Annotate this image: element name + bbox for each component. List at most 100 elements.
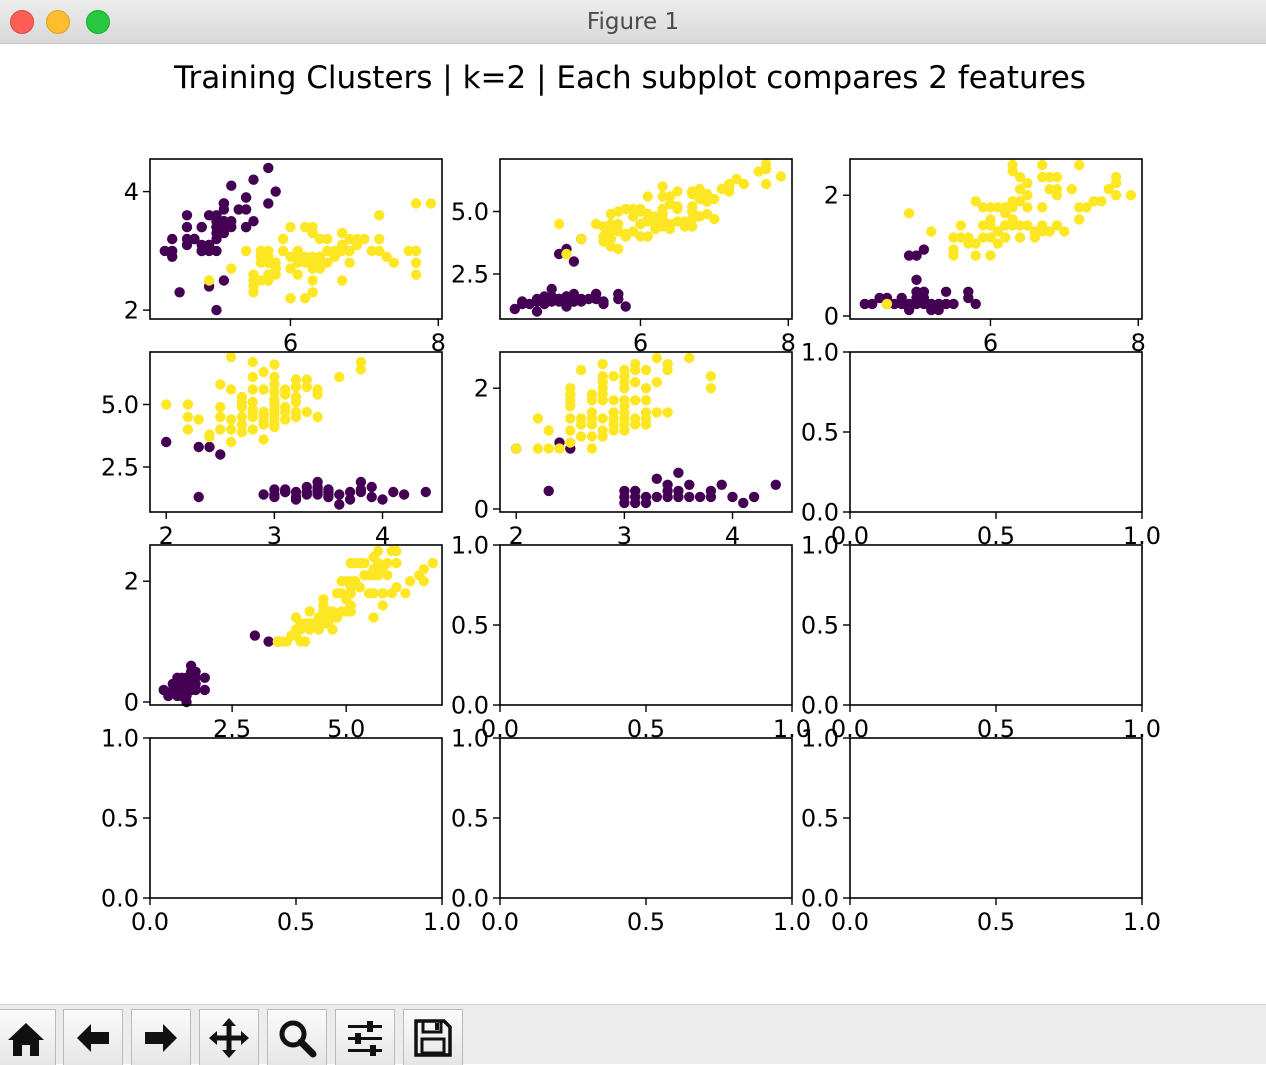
scatter-point-cluster-0 — [388, 486, 399, 498]
scatter-point-cluster-1 — [225, 414, 237, 425]
scatter-point-cluster-0 — [211, 227, 222, 239]
scatter-point-cluster-1 — [301, 406, 312, 418]
y-tick-label: 0.5 — [101, 805, 139, 833]
back-button[interactable] — [63, 1009, 123, 1065]
home-button[interactable] — [0, 1009, 56, 1065]
scatter-point-cluster-1 — [236, 411, 248, 423]
scatter-point-cluster-0 — [918, 244, 930, 255]
scatter-point-cluster-1 — [248, 269, 259, 280]
scatter-point-cluster-1 — [382, 557, 393, 569]
y-tick-label: 0.5 — [801, 612, 839, 640]
y-tick-label: 2.5 — [101, 454, 139, 482]
floppy-disk-icon — [414, 1018, 452, 1057]
scatter-point-cluster-1 — [368, 612, 379, 623]
scatter-point-cluster-1 — [236, 419, 248, 430]
window-zoom-button[interactable] — [86, 10, 110, 34]
scatter-point-cluster-1 — [687, 221, 698, 232]
scatter-point-cluster-1 — [225, 384, 237, 395]
zoom-button[interactable] — [267, 1009, 327, 1065]
scatter-point-cluster-1 — [355, 356, 367, 368]
scatter-point-cluster-1 — [1037, 171, 1048, 183]
scatter-point-cluster-1 — [709, 193, 720, 205]
scatter-point-cluster-1 — [269, 371, 280, 383]
scatter-point-cluster-1 — [1014, 196, 1026, 207]
scatter-point-cluster-0 — [203, 239, 215, 251]
axes-frame — [149, 158, 443, 320]
y-tick-label: 5.0 — [101, 391, 139, 419]
forward-button[interactable] — [131, 1009, 191, 1065]
scatter-point-cluster-1 — [337, 239, 348, 251]
scatter-point-cluster-1 — [285, 251, 296, 262]
scatter-point-cluster-1 — [258, 384, 269, 395]
scatter-point-cluster-0 — [926, 298, 937, 310]
scatter-point-cluster-1 — [312, 411, 323, 423]
scatter-point-cluster-1 — [627, 211, 639, 222]
scatter-point-cluster-1 — [382, 570, 393, 581]
scatter-point-cluster-0 — [568, 256, 580, 267]
scatter-point-cluster-0 — [263, 198, 274, 209]
scatter-point-cluster-1 — [247, 371, 258, 383]
scatter-point-cluster-1 — [410, 198, 422, 209]
scatter-point-cluster-1 — [355, 364, 367, 375]
scatter-point-cluster-1 — [247, 404, 258, 415]
scatter-point-cluster-1 — [613, 226, 624, 237]
scatter-point-cluster-1 — [290, 374, 302, 385]
scatter-point-cluster-1 — [236, 426, 248, 438]
figure-svg: Training Clusters | k=2 | Each subplot c… — [101, 60, 1161, 937]
window-minimize-button[interactable] — [46, 10, 70, 34]
y-tick-label: 0.0 — [801, 499, 839, 527]
scatter-point-cluster-1 — [985, 232, 996, 243]
y-tick-label: 4 — [124, 178, 139, 206]
scatter-point-cluster-0 — [240, 204, 252, 215]
scatter-point-cluster-1 — [269, 379, 280, 390]
scatter-point-cluster-1 — [301, 374, 312, 385]
scatter-point-cluster-0 — [181, 233, 193, 245]
scatter-point-cluster-1 — [1074, 214, 1085, 225]
scatter-point-cluster-1 — [304, 606, 315, 617]
axes-frame — [499, 158, 793, 320]
scatter-point-cluster-1 — [640, 383, 652, 394]
save-button[interactable] — [403, 1009, 463, 1065]
scatter-point-cluster-0 — [727, 491, 738, 503]
scatter-point-cluster-1 — [565, 425, 576, 436]
scatter-point-cluster-1 — [285, 293, 296, 304]
scatter-point-cluster-0 — [619, 485, 630, 497]
scatter-point-cluster-1 — [1000, 208, 1011, 219]
scatter-point-cluster-0 — [903, 298, 915, 310]
scatter-point-cluster-1 — [269, 359, 280, 370]
subplot-12: 0.0 0.5 1.0 0.0 0.5 1.0 — [801, 725, 1161, 937]
scatter-point-cluster-1 — [657, 181, 668, 192]
navigation-toolbar — [0, 1004, 1266, 1065]
scatter-point-cluster-1 — [576, 233, 587, 245]
scatter-point-cluster-1 — [1110, 171, 1122, 183]
scatter-point-cluster-1 — [307, 221, 318, 233]
scatter-point-cluster-1 — [963, 232, 974, 243]
scatter-point-cluster-0 — [172, 690, 183, 702]
scatter-point-cluster-1 — [948, 244, 959, 255]
scatter-point-cluster-1 — [619, 401, 630, 412]
configure-subplots-button[interactable] — [335, 1009, 395, 1065]
scatter-point-cluster-1 — [359, 557, 370, 569]
y-tick-label: 2.5 — [451, 261, 489, 289]
pan-button[interactable] — [199, 1009, 259, 1065]
scatter-point-cluster-1 — [1110, 190, 1122, 201]
scatter-point-cluster-0 — [263, 636, 274, 647]
scatter-point-cluster-1 — [985, 250, 996, 261]
scatter-point-cluster-0 — [911, 250, 922, 261]
scatter-point-cluster-1 — [240, 245, 252, 257]
scatter-point-cluster-1 — [269, 386, 280, 398]
scatter-point-cluster-0 — [181, 210, 193, 221]
scatter-point-cluster-1 — [955, 220, 967, 231]
window-close-button[interactable] — [10, 10, 34, 34]
x-tick-label: 3 — [617, 522, 632, 550]
scatter-point-cluster-1 — [724, 186, 735, 197]
scatter-point-cluster-1 — [410, 245, 422, 257]
scatter-point-cluster-0 — [963, 286, 974, 297]
scatter-point-cluster-1 — [322, 257, 333, 268]
scatter-point-cluster-1 — [307, 275, 318, 286]
scatter-point-cluster-1 — [642, 208, 653, 220]
scatter-point-cluster-1 — [1066, 184, 1078, 195]
scatter-point-cluster-1 — [1014, 232, 1026, 243]
scatter-point-cluster-1 — [565, 413, 576, 424]
